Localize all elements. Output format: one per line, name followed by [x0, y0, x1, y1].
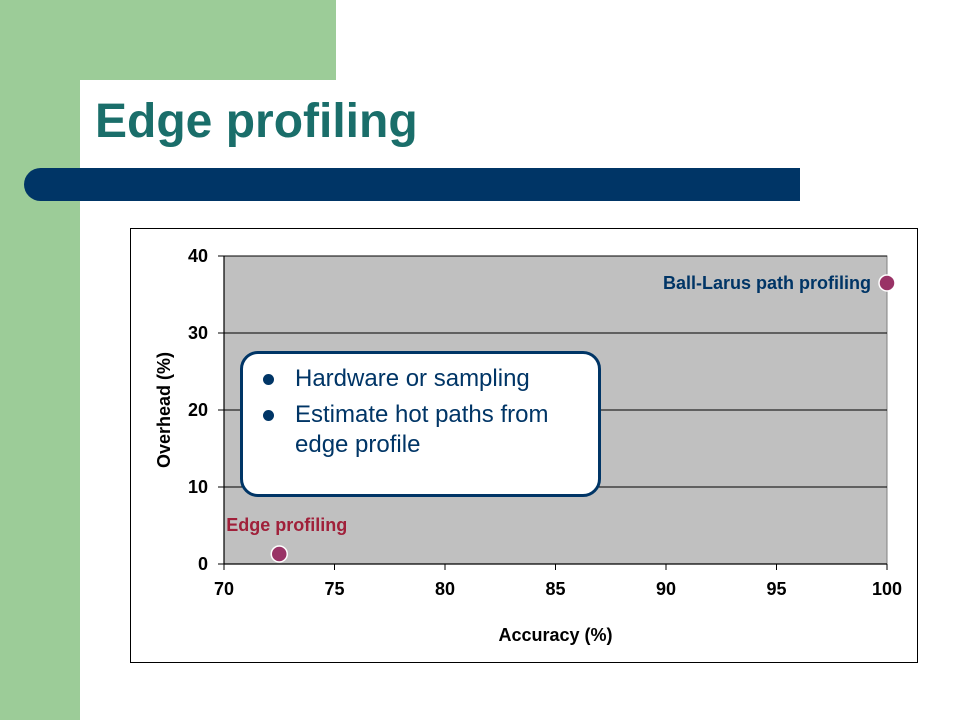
data-points: Edge profiling Ball-Larus path profiling	[226, 273, 896, 563]
data-point	[878, 274, 896, 292]
x-tick-label: 85	[545, 579, 565, 599]
axes	[218, 255, 888, 570]
note-bullet-item: Estimate hot paths from edge profile	[261, 400, 584, 460]
data-point	[270, 545, 288, 563]
x-tick-label: 80	[435, 579, 455, 599]
x-tick-label: 90	[656, 579, 676, 599]
sidebar-decoration	[0, 0, 80, 720]
y-tick-label: 20	[188, 400, 208, 420]
tick-labels: 70 75 80 85 90 95 100 0 10 20 30 40	[188, 246, 902, 599]
bullet-icon	[263, 410, 274, 421]
x-tick-label: 100	[872, 579, 902, 599]
title-accent-bar	[24, 168, 800, 201]
y-tick-label: 10	[188, 477, 208, 497]
x-tick-label: 75	[324, 579, 344, 599]
y-tick-label: 0	[198, 554, 208, 574]
y-tick-label: 30	[188, 323, 208, 343]
data-label: Ball-Larus path profiling	[663, 273, 871, 293]
note-callout: Hardware or sampling Estimate hot paths …	[240, 351, 601, 497]
slide-title: Edge profiling	[95, 95, 418, 148]
bullet-icon	[263, 374, 274, 385]
y-axis-label: Overhead (%)	[154, 352, 174, 468]
note-bullet-item: Hardware or sampling	[261, 364, 584, 394]
note-bullet-text: Hardware or sampling	[295, 365, 530, 392]
y-tick-label: 40	[188, 246, 208, 266]
header-decoration	[80, 0, 336, 80]
x-axis-label: Accuracy (%)	[498, 625, 612, 645]
data-label: Edge profiling	[226, 515, 347, 535]
note-bullet-text: Estimate hot paths from edge profile	[295, 401, 549, 458]
x-tick-label: 70	[214, 579, 234, 599]
x-tick-label: 95	[766, 579, 786, 599]
